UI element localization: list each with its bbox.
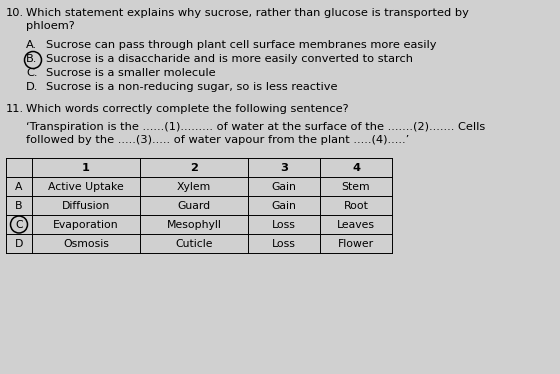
Text: followed by the .....(3)..... of water vapour from the plant .....(4).....’: followed by the .....(3)..... of water v… (26, 135, 409, 145)
Text: C: C (15, 220, 23, 230)
Text: 11.: 11. (6, 104, 24, 114)
Text: D: D (15, 239, 23, 248)
Text: 10.: 10. (6, 8, 24, 18)
Text: Loss: Loss (272, 220, 296, 230)
Text: Xylem: Xylem (177, 181, 211, 191)
Text: Sucrose is a non-reducing sugar, so is less reactive: Sucrose is a non-reducing sugar, so is l… (46, 82, 338, 92)
Text: 4: 4 (352, 162, 360, 172)
Text: Mesophyll: Mesophyll (166, 220, 221, 230)
Text: Loss: Loss (272, 239, 296, 248)
Text: Gain: Gain (272, 200, 296, 211)
Text: Sucrose is a smaller molecule: Sucrose is a smaller molecule (46, 68, 216, 78)
Text: Evaporation: Evaporation (53, 220, 119, 230)
Text: phloem?: phloem? (26, 21, 74, 31)
Text: B: B (15, 200, 23, 211)
Text: Root: Root (344, 200, 368, 211)
Text: C.: C. (26, 68, 38, 78)
Text: D.: D. (26, 82, 39, 92)
Text: Cuticle: Cuticle (175, 239, 213, 248)
Text: Sucrose is a disaccharide and is more easily converted to starch: Sucrose is a disaccharide and is more ea… (46, 54, 413, 64)
Text: Guard: Guard (178, 200, 211, 211)
Text: Which statement explains why sucrose, rather than glucose is transported by: Which statement explains why sucrose, ra… (26, 8, 469, 18)
Text: 2: 2 (190, 162, 198, 172)
Text: Sucrose can pass through plant cell surface membranes more easily: Sucrose can pass through plant cell surf… (46, 40, 436, 50)
Text: Flower: Flower (338, 239, 374, 248)
Text: A: A (15, 181, 23, 191)
Text: Diffusion: Diffusion (62, 200, 110, 211)
Text: Leaves: Leaves (337, 220, 375, 230)
Text: Osmosis: Osmosis (63, 239, 109, 248)
Text: ‘Transpiration is the ......(1)......... of water at the surface of the .......(: ‘Transpiration is the ......(1).........… (26, 122, 486, 132)
Text: Stem: Stem (342, 181, 370, 191)
Text: 3: 3 (280, 162, 288, 172)
Text: A.: A. (26, 40, 37, 50)
Text: Active Uptake: Active Uptake (48, 181, 124, 191)
Text: Gain: Gain (272, 181, 296, 191)
Text: B.: B. (26, 54, 38, 64)
Text: 1: 1 (82, 162, 90, 172)
Text: Which words correctly complete the following sentence?: Which words correctly complete the follo… (26, 104, 349, 114)
